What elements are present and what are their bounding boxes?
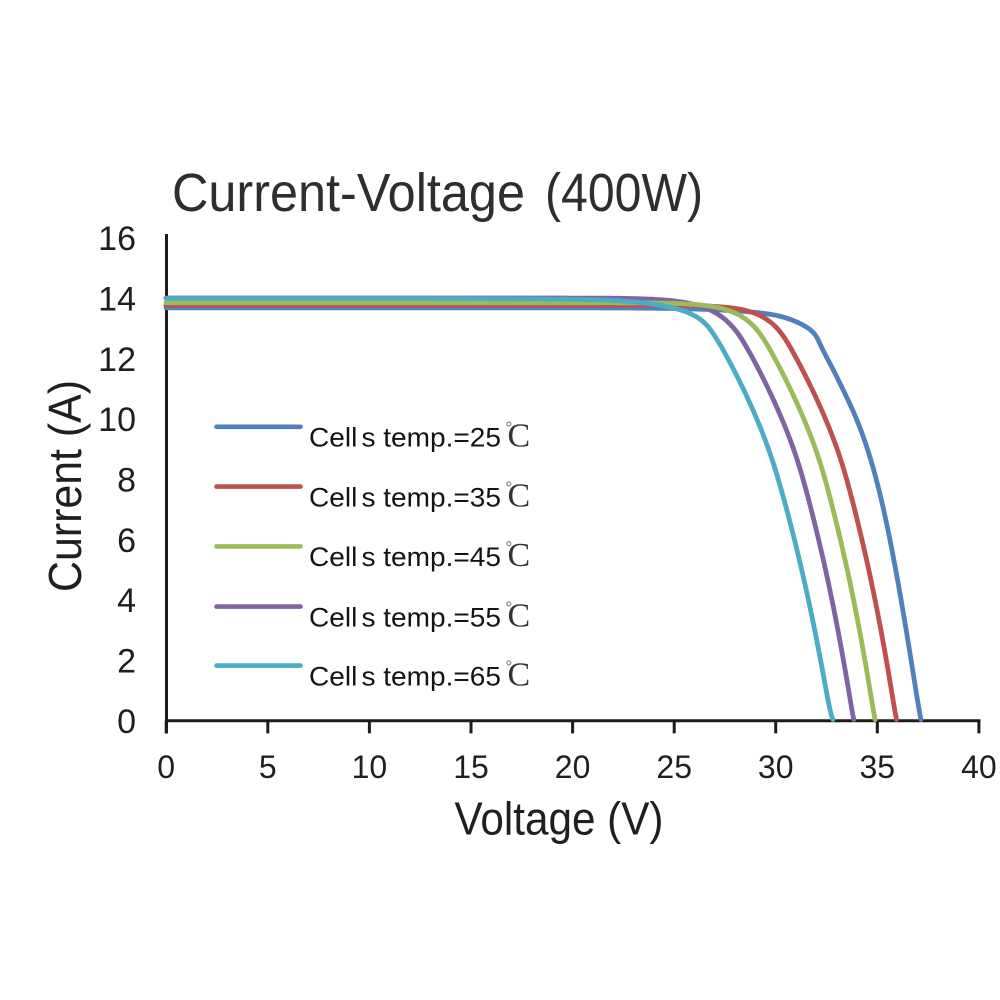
svg-text:35: 35 — [860, 749, 896, 785]
svg-text:10: 10 — [352, 749, 388, 785]
svg-text:Voltage (V): Voltage (V) — [455, 793, 664, 845]
svg-text:Current-Voltage: Current-Voltage — [172, 163, 525, 223]
svg-text:C: C — [508, 418, 531, 455]
svg-text:(400W): (400W) — [545, 163, 703, 223]
svg-text:12: 12 — [98, 341, 136, 379]
svg-text:2: 2 — [117, 643, 136, 681]
svg-text:15: 15 — [453, 749, 489, 785]
svg-text:C: C — [508, 537, 531, 574]
svg-text:0: 0 — [117, 703, 136, 741]
svg-text:25: 25 — [656, 749, 692, 785]
svg-text:C: C — [508, 477, 531, 514]
svg-text:0: 0 — [157, 749, 175, 785]
svg-text:40: 40 — [961, 749, 997, 785]
svg-text:16: 16 — [98, 220, 136, 258]
svg-text:5: 5 — [259, 749, 277, 785]
svg-text:Current (A): Current (A) — [39, 380, 91, 592]
svg-text:10: 10 — [98, 401, 136, 439]
svg-text:C: C — [508, 656, 531, 693]
svg-text:8: 8 — [117, 462, 136, 500]
svg-text:20: 20 — [555, 749, 591, 785]
svg-text:4: 4 — [117, 582, 136, 620]
svg-text:6: 6 — [117, 522, 136, 560]
svg-text:14: 14 — [98, 281, 136, 319]
svg-text:C: C — [508, 597, 531, 634]
svg-text:30: 30 — [758, 749, 794, 785]
